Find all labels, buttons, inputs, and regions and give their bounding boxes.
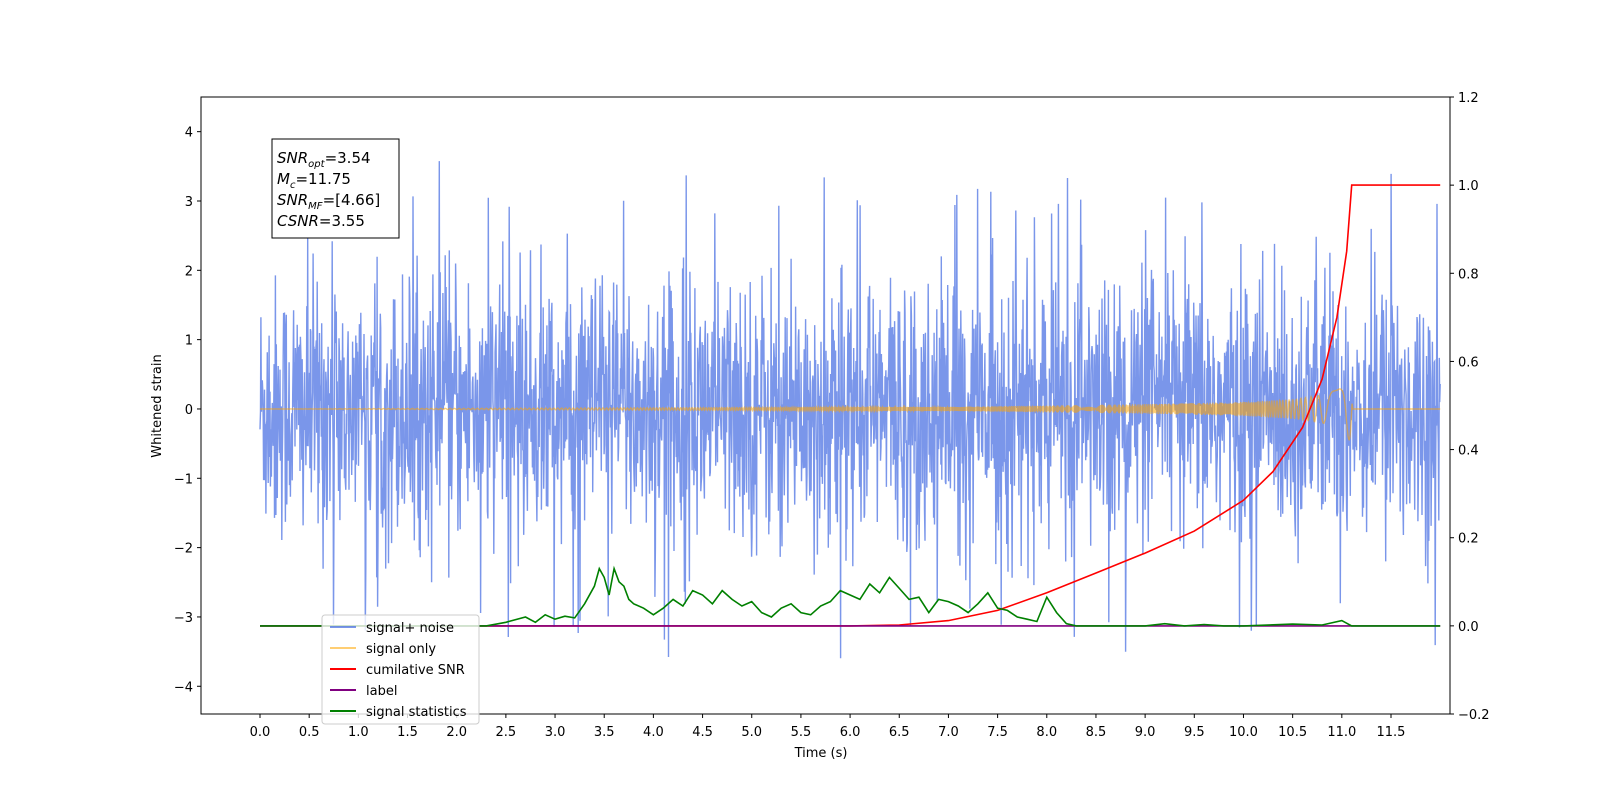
x-tick-label: 7.0	[938, 725, 959, 740]
x-axis-label: Time (s)	[794, 746, 848, 761]
y2-tick-label: 0.0	[1458, 620, 1479, 635]
x-tick-label: 8.0	[1036, 725, 1057, 740]
stats-line-name: CSNR	[277, 212, 319, 230]
series-layer	[259, 161, 1441, 659]
y-axis-left: −4 −3 −2 −1 0 1 2 3 4	[174, 126, 201, 695]
stats-line-value: =3.55	[319, 212, 365, 230]
x-tick-label: 1.0	[348, 725, 369, 740]
stats-line-value: =11.75	[295, 170, 351, 188]
x-tick-label: 6.0	[840, 725, 861, 740]
series-signal-only-line	[260, 388, 1441, 441]
x-tick-label: 11.5	[1377, 725, 1406, 740]
y-tick-label: −1	[174, 472, 193, 487]
y2-tick-label: 1.0	[1458, 179, 1479, 194]
y-tick-label: −2	[174, 542, 193, 557]
stats-line-sub: MF	[308, 201, 323, 212]
stats-line-sub: c	[290, 180, 296, 191]
x-tick-label: 11.0	[1327, 725, 1356, 740]
legend-label: cumilative SNR	[366, 663, 465, 678]
x-tick-label: 0.5	[299, 725, 320, 740]
x-tick-label: 5.0	[741, 725, 762, 740]
y2-tick-label: 1.2	[1458, 91, 1479, 106]
x-tick-label: 10.0	[1229, 725, 1258, 740]
y-tick-label: 4	[185, 126, 193, 141]
y-tick-label: 1	[185, 334, 193, 349]
series-signal-statistics-line	[260, 565, 1441, 627]
y-tick-label: 3	[185, 195, 193, 210]
x-tick-label: 5.5	[791, 725, 812, 740]
x-tick-label: 2.5	[496, 725, 517, 740]
y-tick-label: −4	[174, 680, 193, 695]
series-cumulative-snr-line	[260, 184, 1441, 627]
x-tick-label: 4.5	[692, 725, 713, 740]
x-tick-label: 0.0	[250, 725, 271, 740]
y-tick-label: 0	[185, 403, 193, 418]
x-tick-label: 9.0	[1135, 725, 1156, 740]
plot-frame	[200, 96, 1451, 715]
y2-tick-label: 0.2	[1458, 532, 1479, 547]
stats-line: SNRopt=3.54	[277, 149, 371, 170]
legend-label: signal+ noise	[366, 621, 454, 636]
x-tick-label: 9.5	[1184, 725, 1205, 740]
stats-line: Mc=11.75	[277, 170, 351, 191]
y2-tick-label: 0.6	[1458, 355, 1479, 370]
series-signal-noise-line	[259, 161, 1441, 659]
stats-line: CSNR=3.55	[277, 212, 365, 230]
stats-line-name: SNR	[277, 149, 308, 167]
stats-line: SNRMF=[4.66]	[277, 191, 380, 212]
stats-line-value: =3.54	[325, 149, 371, 167]
stats-line-sub: opt	[308, 159, 325, 170]
legend-label: label	[366, 684, 397, 699]
y-axis-label: Whitened strain	[150, 354, 165, 457]
y-tick-label: −3	[174, 611, 193, 626]
legend: signal+ noise signal only cumilative SNR la…	[321, 614, 480, 725]
x-tick-label: 1.5	[397, 725, 418, 740]
x-tick-label: 8.5	[1086, 725, 1107, 740]
stats-line-name: SNR	[277, 191, 308, 209]
x-tick-label: 10.5	[1278, 725, 1307, 740]
x-tick-label: 6.5	[889, 725, 910, 740]
x-tick-label: 4.0	[643, 725, 664, 740]
legend-label: signal only	[366, 642, 436, 657]
y-axis-right: −0.2 0.0 0.2 0.4 0.6 0.8 1.0 1.2	[1450, 91, 1490, 723]
x-tick-label: 7.5	[987, 725, 1008, 740]
y2-tick-label: 0.4	[1458, 444, 1479, 459]
x-tick-label: 2.0	[446, 725, 467, 740]
stats-line-name: M	[277, 170, 290, 188]
x-axis: 0.0 0.5 1.0 1.5 2.0 2.5 3.0 3.5 4.0 4.5 5.0 5.5 6.0 6…	[250, 714, 1406, 740]
y2-tick-label: 0.8	[1458, 267, 1479, 282]
y2-tick-label: −0.2	[1458, 708, 1490, 723]
legend-label: signal statistics	[366, 705, 467, 720]
stats-line-value: =[4.66]	[323, 191, 381, 209]
x-tick-label: 3.0	[545, 725, 566, 740]
y-tick-label: 2	[185, 264, 193, 279]
x-tick-label: 3.5	[594, 725, 615, 740]
